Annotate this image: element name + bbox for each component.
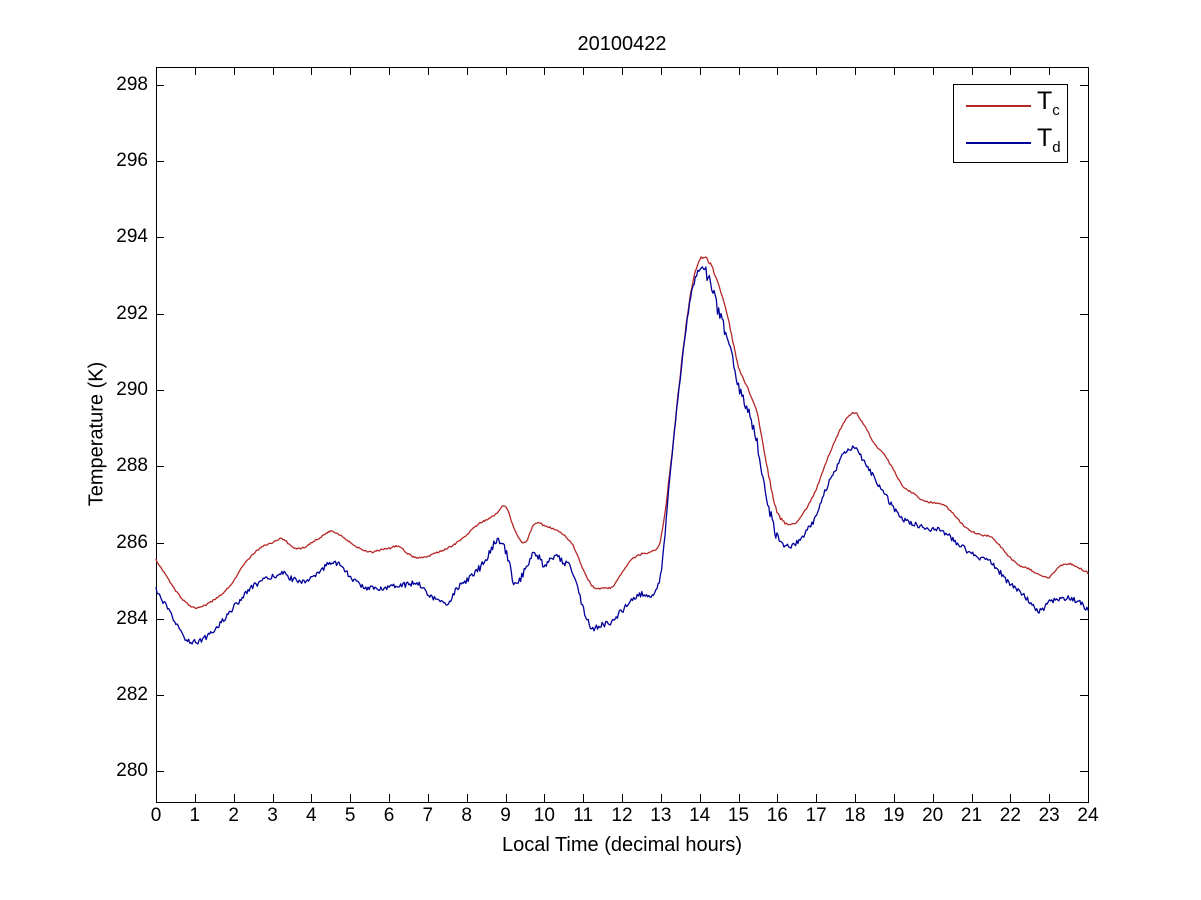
x-tick-label-13: 13	[650, 805, 672, 826]
x-tick-label-14: 14	[689, 805, 711, 826]
x-tick-label-21: 21	[960, 805, 983, 826]
y-tick-label-284: 284	[116, 607, 148, 629]
x-tick-label-16: 16	[766, 805, 788, 826]
legend-line-td	[966, 142, 1031, 144]
chart-title: 20100422	[577, 33, 667, 55]
x-tick-label-11: 11	[573, 805, 594, 826]
y-tick-label-290: 290	[116, 379, 148, 401]
legend: Tc Td	[953, 84, 1068, 163]
x-tick-label-3: 3	[267, 805, 278, 826]
legend-entry-td: Td	[966, 125, 1061, 161]
x-tick-label-10: 10	[533, 805, 555, 826]
y-tick-label-286: 286	[116, 531, 148, 553]
y-tick-label-298: 298	[116, 73, 148, 95]
y-axis-label: Temperature (K)	[85, 361, 108, 507]
legend-entry-tc: Tc	[966, 88, 1060, 124]
y-tick-label-296: 296	[116, 150, 148, 172]
legend-label-tc-sub: c	[1052, 102, 1060, 119]
x-tick-label-8: 8	[461, 805, 472, 826]
x-tick-label-1: 1	[189, 805, 201, 826]
x-tick-label-2: 2	[228, 805, 239, 826]
x-tick-label-20: 20	[922, 805, 944, 826]
legend-label-td: Td	[1037, 126, 1061, 160]
x-tick-label-4: 4	[306, 805, 317, 826]
x-tick-label-24: 24	[1077, 805, 1099, 826]
x-tick-label-22: 22	[999, 805, 1021, 826]
axes-box	[156, 67, 1089, 803]
axis-ticks	[156, 67, 1089, 802]
x-tick-label-0: 0	[150, 805, 162, 826]
series-line-tc	[155, 256, 1089, 610]
legend-line-tc	[966, 105, 1031, 107]
series-line-td	[155, 266, 1089, 645]
legend-label-td-sub: d	[1052, 139, 1061, 156]
legend-label-td-main: T	[1037, 124, 1053, 152]
x-tick-label-15: 15	[727, 805, 750, 826]
x-tick-label-18: 18	[844, 805, 866, 826]
x-tick-label-9: 9	[500, 805, 511, 826]
legend-label-tc-main: T	[1037, 87, 1053, 115]
x-tick-label-12: 12	[611, 805, 633, 826]
x-tick-label-6: 6	[383, 805, 395, 826]
x-tick-label-17: 17	[805, 805, 827, 826]
y-tick-label-294: 294	[116, 226, 148, 248]
x-tick-label-19: 19	[883, 805, 905, 826]
y-tick-label-282: 282	[116, 684, 148, 706]
x-axis-label: Local Time (decimal hours)	[501, 834, 743, 856]
y-tick-label-292: 292	[116, 302, 148, 324]
legend-label-tc: Tc	[1037, 89, 1060, 123]
y-tick-label-288: 288	[116, 455, 148, 477]
y-tick-label-280: 280	[116, 760, 148, 782]
x-tick-label-7: 7	[422, 805, 434, 826]
x-tick-label-5: 5	[344, 805, 356, 826]
x-tick-label-23: 23	[1038, 805, 1060, 826]
